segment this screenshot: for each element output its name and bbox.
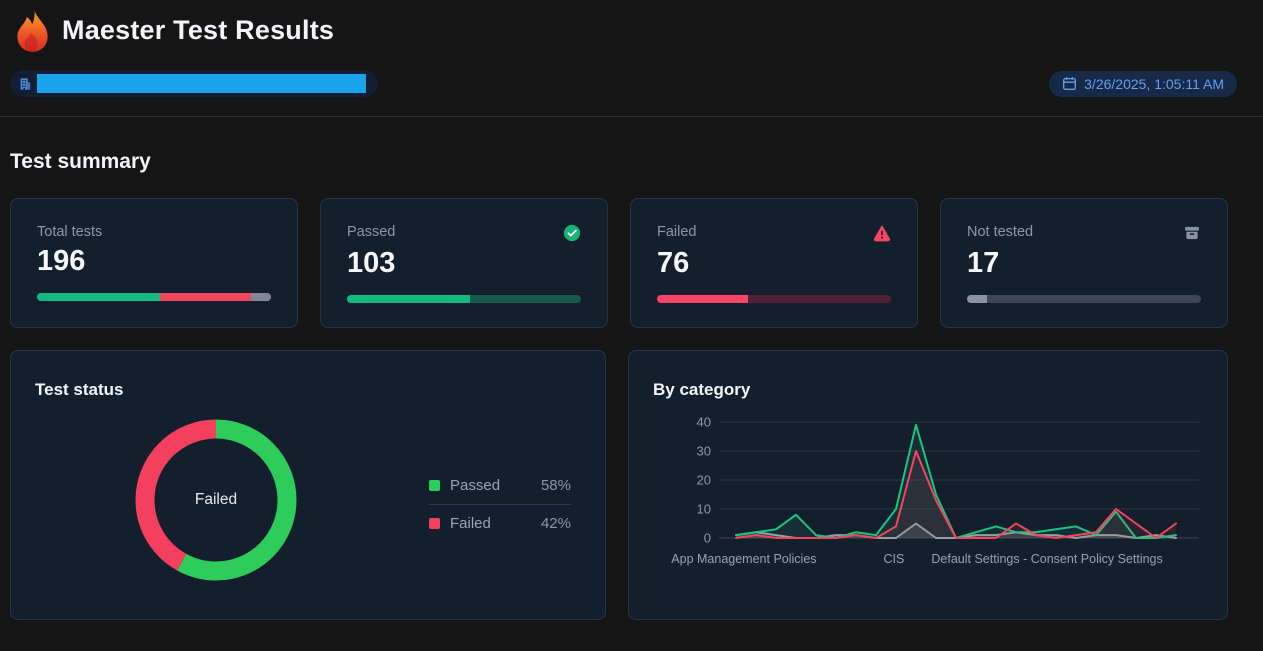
stat-label: Passed [347,224,396,240]
check-circle-icon [563,224,581,242]
tenant-badge [10,70,378,97]
by-category-card: By category 0 10 20 30 40 App Management Poli… [628,350,1228,620]
svg-text:40: 40 [697,415,711,430]
page-title: Maester Test Results [62,15,335,45]
chart-title: Test status [35,380,124,399]
timestamp-badge: 3/26/2025, 1:05:11 AM [1049,70,1237,97]
calendar-icon [1062,76,1077,91]
stat-card-not-tested: Not tested 17 [940,198,1228,328]
app-header: Maester Test Results [10,8,1253,53]
donut-legend: Passed 58% Failed 42% [429,467,571,542]
stat-label: Failed [657,224,697,240]
progress-bar [967,295,1201,303]
legend-label: Passed [450,477,501,494]
stat-label: Total tests [37,224,103,240]
donut-center-label: Failed [194,491,238,508]
test-summary-heading: Test summary [10,150,151,173]
stat-card-total-tests: Total tests 196 [10,198,298,328]
stat-label: Not tested [967,224,1034,240]
flame-icon [16,8,49,53]
archive-icon [1183,224,1201,242]
chart-title: By category [653,380,751,399]
page: Maester Test Results [0,0,1263,620]
progress-bar [347,295,581,303]
warning-icon [873,224,891,242]
legend-label: Failed [450,515,491,532]
stat-card-failed: Failed 76 [630,198,918,328]
charts-row: Test status Failed Passed 58% Failed 42% [10,350,1228,620]
category-line-chart: 0 10 20 30 40 App Management Policies CIS Defau… [653,413,1203,580]
stat-value: 196 [37,245,86,277]
svg-text:CIS: CIS [884,552,905,566]
svg-text:0: 0 [704,531,711,546]
progress-bar [37,293,271,301]
stat-value: 103 [347,247,396,279]
svg-text:10: 10 [697,502,711,517]
stat-value: 76 [657,247,690,279]
legend-value: 42% [540,515,571,532]
svg-text:Default Settings - Consent Pol: Default Settings - Consent Policy Settin… [931,552,1162,566]
legend-item-failed: Failed 42% [429,505,571,542]
tenant-name-redacted [37,74,366,93]
donut-chart: Failed [131,415,301,585]
legend-value: 58% [540,477,571,494]
legend-divider [429,504,571,505]
test-status-card: Test status Failed Passed 58% Failed 42% [10,350,606,620]
toolbar: 3/26/2025, 1:05:11 AM [10,70,1253,97]
timestamp-text: 3/26/2025, 1:05:11 AM [1084,75,1224,92]
summary-cards: Total tests 196 Passed 103 Failed [10,198,1228,328]
passed-swatch-icon [429,480,440,491]
progress-bar [657,295,891,303]
svg-text:20: 20 [697,473,711,488]
stat-card-passed: Passed 103 [320,198,608,328]
stat-value: 17 [967,247,1000,279]
svg-text:30: 30 [697,444,711,459]
header-divider [0,116,1263,117]
failed-swatch-icon [429,518,440,529]
building-icon [18,77,32,91]
legend-item-passed: Passed 58% [429,467,571,504]
svg-text:App Management Policies: App Management Policies [671,552,816,566]
